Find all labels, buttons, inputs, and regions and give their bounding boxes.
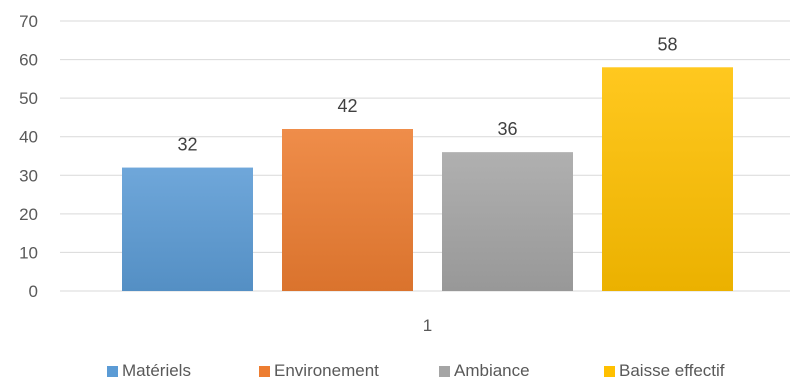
x-category-label: 1 — [423, 316, 432, 335]
y-tick-label: 0 — [29, 282, 38, 301]
x-axis-categories: 1 — [423, 316, 432, 335]
y-tick-label: 20 — [19, 205, 38, 224]
data-labels: 32 42 36 58 — [177, 34, 677, 154]
legend-swatch — [604, 366, 615, 377]
legend-entry: Matériels — [122, 361, 191, 380]
y-tick-label: 40 — [19, 128, 38, 147]
legend-swatch — [107, 366, 118, 377]
legend: Matériels Environement Ambiance Baisse effe… — [107, 361, 725, 380]
data-label: 32 — [177, 135, 197, 155]
y-tick-label: 10 — [19, 243, 38, 262]
data-label: 58 — [657, 34, 677, 54]
bar-environement — [282, 129, 413, 291]
bars — [122, 67, 733, 292]
y-tick-label: 50 — [19, 89, 38, 108]
y-tick-label: 70 — [19, 12, 38, 31]
y-tick-label: 30 — [19, 166, 38, 185]
legend-entry: Baisse effectif — [619, 361, 725, 380]
data-label: 36 — [497, 119, 517, 139]
legend-swatch — [259, 366, 270, 377]
legend-swatch — [439, 366, 450, 377]
bar-ambiance — [442, 152, 573, 291]
data-label: 42 — [337, 96, 357, 116]
legend-entry: Ambiance — [454, 361, 530, 380]
bar-matériels — [122, 167, 253, 291]
bar-baisse-effectif — [602, 67, 733, 292]
legend-entry: Environement — [274, 361, 379, 380]
y-axis-ticks: 0 10 20 30 40 50 60 70 — [19, 12, 38, 301]
y-tick-label: 60 — [19, 51, 38, 70]
